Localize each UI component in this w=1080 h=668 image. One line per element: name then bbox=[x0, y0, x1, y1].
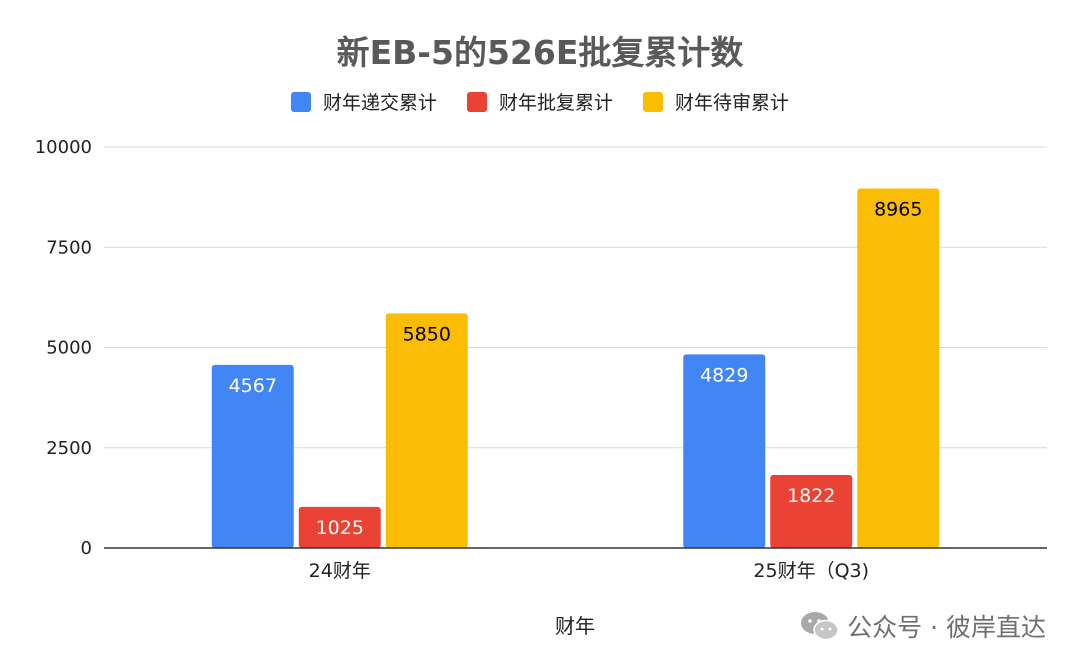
bar bbox=[770, 474, 853, 548]
legend-item-approved: 财年批复累计 bbox=[466, 88, 613, 115]
bar bbox=[298, 506, 381, 548]
data-label: 4567 bbox=[229, 375, 277, 397]
legend-item-submitted: 财年递交累计 bbox=[290, 88, 437, 115]
data-label: 8965 bbox=[874, 199, 922, 221]
y-tick-label: 7500 bbox=[46, 237, 92, 258]
y-tick-label: 5000 bbox=[46, 338, 92, 359]
legend-item-pending: 财年待审累计 bbox=[643, 88, 789, 115]
bar bbox=[385, 313, 468, 548]
chart-title: 新EB-5的526E批复累计数 bbox=[336, 33, 744, 72]
data-label: 4829 bbox=[700, 364, 748, 386]
x-tick-label: 24财年 bbox=[309, 560, 371, 582]
x-tick-label: 25财年（Q3) bbox=[753, 560, 869, 582]
legend-swatch-submitted bbox=[290, 91, 311, 112]
legend-swatch-approved bbox=[466, 91, 487, 112]
y-tick-label: 0 bbox=[81, 538, 92, 559]
data-label: 5850 bbox=[403, 323, 451, 345]
y-tick-label: 2500 bbox=[46, 438, 92, 459]
legend-label-pending: 财年待审累计 bbox=[675, 92, 790, 114]
watermark: 公众号 · 彼岸直达 bbox=[799, 608, 1046, 644]
legend-label-approved: 财年批复累计 bbox=[498, 92, 613, 114]
wechat-icon bbox=[801, 612, 839, 641]
data-label: 1025 bbox=[316, 517, 364, 539]
bar bbox=[857, 188, 940, 549]
watermark-text: 公众号 · 彼岸直达 bbox=[847, 613, 1046, 642]
legend-swatch-pending bbox=[643, 91, 663, 112]
legend-label-submitted: 财年递交累计 bbox=[322, 92, 437, 114]
x-axis-label: 财年 bbox=[555, 614, 595, 638]
y-tick-label: 10000 bbox=[35, 137, 92, 158]
data-label: 1822 bbox=[787, 485, 835, 507]
bar bbox=[211, 364, 294, 548]
chart-legend: 财年递交累计 财年批复累计 财年待审累计 bbox=[0, 88, 1080, 115]
bar bbox=[683, 354, 766, 548]
